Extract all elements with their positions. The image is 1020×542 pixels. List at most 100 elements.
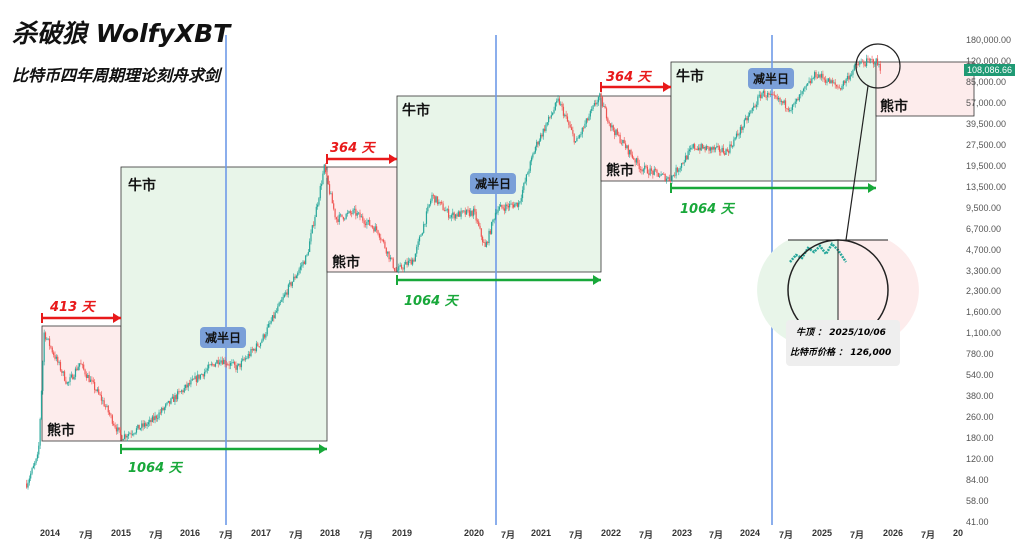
candle-body [229,362,232,366]
candle-body [634,159,636,163]
candle-body [381,239,383,241]
candle-body [435,196,437,203]
bear-label-2: 熊市 [332,255,360,271]
halving-badge-2024: 减半日 [748,68,795,89]
candle-body [88,374,90,383]
candle-body [521,189,524,199]
candle-body [497,209,499,213]
candle-body [573,133,575,143]
candle-body [331,193,333,204]
candle-body [549,116,551,118]
candle-body [121,435,123,441]
candle-body [650,168,653,171]
candle-body [690,147,692,150]
candle-body [471,210,473,216]
y-tick-label: 540.00 [966,370,994,381]
candle-body [479,225,481,229]
candle-body [110,414,112,416]
candle-body [609,123,612,128]
candle-body [208,364,210,369]
candle-body [104,406,107,408]
candle-body [467,209,469,211]
candle-body [145,423,147,427]
candle-body [618,134,620,136]
candle-body [269,323,271,325]
candle-body [94,382,96,390]
candle-body [801,91,803,94]
candle-body [205,370,207,372]
candle-body [591,108,593,111]
candle-body [436,196,439,204]
candle-body [32,465,34,469]
candle-body [546,122,548,125]
candle-body [129,433,131,435]
candle-body [556,100,558,103]
candle-body [608,122,610,124]
candle-body [819,74,821,78]
x-tick-label: 2015 [110,528,132,538]
y-tick-label: 39,500.00 [966,118,1007,129]
candle-body [359,212,361,218]
candle-body [298,269,300,274]
chart-title: 杀破狼 WolfyXBT [12,19,231,48]
candle-body [800,93,802,95]
candle-body [700,144,702,151]
candle-body [138,424,140,430]
candle-body [507,206,509,208]
candle-body [363,220,365,224]
candle-body [224,359,226,365]
candle-body [739,126,742,135]
candle-body [694,144,696,149]
candle-body [764,90,766,97]
candle-body [751,107,753,111]
candle-body [614,130,616,136]
candle-body [266,327,268,335]
candle-body [446,209,448,211]
candle-body [235,364,237,370]
candle-body [26,483,28,488]
candle-body [683,162,685,164]
bear-label-3: 熊市 [606,163,634,179]
candle-body [225,364,228,366]
candle-body [187,383,189,388]
candle-body [520,198,522,202]
candle-body [505,204,507,211]
candle-body [692,144,694,148]
x-tick-label: 7月 [500,530,516,540]
bull-label-2: 牛市 [402,103,430,119]
candle-body [659,175,661,177]
candle-body [299,266,301,270]
arrow-364-a-head [389,154,397,164]
x-tick-label: 2018 [319,528,341,538]
candle-body [619,134,621,143]
candle-body [680,163,683,168]
candle-body [597,97,600,103]
candle-body [290,282,292,286]
candle-body [72,374,74,380]
candle-body [558,98,560,105]
candle-body [324,164,327,173]
candle-body [532,154,534,158]
candle-body [98,389,100,394]
chart-subtitle: 比特币四年周期理论刻舟求剑 [12,66,221,85]
candle-body [31,468,33,474]
candle-body [438,201,440,204]
candle-body [533,152,535,155]
candle-body [548,116,550,123]
candle-body [399,265,401,267]
candle-body [403,264,405,270]
candle-body [775,95,777,98]
candle-body [218,362,221,365]
candle-body [355,208,357,216]
candle-body [286,292,288,295]
candle-body [263,334,266,338]
candle-body [267,323,270,328]
candle-body [46,338,48,340]
days-label-364-a: 364 天 [330,141,375,156]
candle-body [217,360,219,365]
candle-body [133,433,135,435]
candle-body [442,203,444,211]
candle-body [503,208,506,211]
candle-body [134,432,136,434]
candle-body [42,361,44,391]
